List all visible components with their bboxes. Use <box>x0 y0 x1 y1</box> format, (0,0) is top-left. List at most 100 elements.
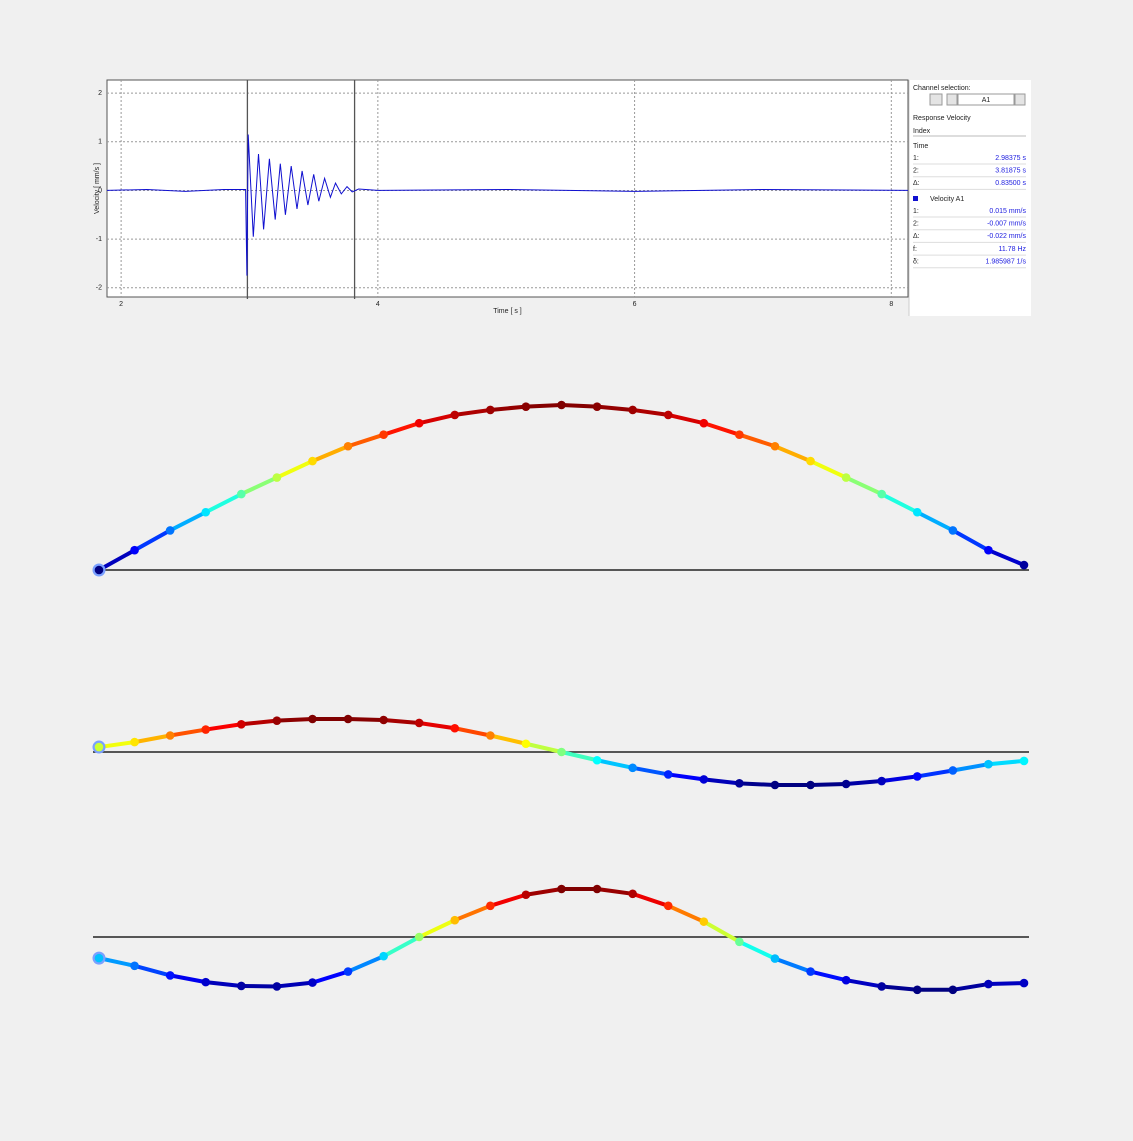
node <box>414 932 424 942</box>
pin-button[interactable] <box>929 93 943 106</box>
node <box>1019 560 1029 570</box>
node <box>663 901 673 911</box>
mode-segment <box>132 528 173 553</box>
node <box>486 405 495 415</box>
node <box>308 456 317 466</box>
mode-segment <box>168 973 208 985</box>
mode-segment <box>986 548 1026 568</box>
mode-segment <box>132 963 173 978</box>
row-label: Δ: <box>913 233 920 240</box>
mode-segment <box>808 459 849 480</box>
node <box>841 473 851 482</box>
node <box>770 441 780 451</box>
mode-segment <box>203 980 244 988</box>
node <box>912 772 922 781</box>
mode-segment <box>595 404 635 412</box>
x-tick-label: 8 <box>889 301 893 308</box>
mode-segment <box>737 939 777 961</box>
mode-segment <box>97 548 137 572</box>
node <box>165 971 175 980</box>
mode-segment <box>452 726 493 738</box>
mode-segment <box>132 733 173 745</box>
node <box>984 545 993 555</box>
mode-segment <box>595 887 635 896</box>
node <box>379 715 388 725</box>
row-label: 2: <box>913 221 919 228</box>
node <box>948 766 958 775</box>
y-axis-label: Velocity [ mm/s ] <box>94 163 101 214</box>
node <box>735 779 744 788</box>
node <box>379 430 388 440</box>
mode-segment <box>168 510 208 533</box>
node <box>592 402 602 411</box>
node <box>308 714 317 724</box>
mode-segment <box>559 403 600 409</box>
mode-segment <box>346 954 386 974</box>
mode-segment <box>986 981 1026 987</box>
node <box>1019 756 1029 766</box>
node <box>201 507 211 517</box>
node <box>272 473 282 482</box>
node <box>343 441 353 451</box>
node <box>165 731 175 740</box>
mode-segment <box>417 412 457 426</box>
mode-segment <box>879 774 920 784</box>
node <box>343 714 353 724</box>
y-tick-label: 2 <box>98 90 102 97</box>
mode-segment <box>630 891 671 908</box>
x-axis-label: Time [ s ] <box>493 308 522 315</box>
node <box>94 565 104 575</box>
node <box>521 739 531 749</box>
row-value: 0.015 mm/s <box>989 208 1026 215</box>
mode-segment <box>666 903 706 924</box>
node <box>877 982 886 991</box>
channel-label: Channel selection: <box>913 85 971 92</box>
mode-segment <box>737 432 777 449</box>
channel-value: A1 <box>982 97 991 104</box>
node <box>557 400 566 410</box>
node <box>984 759 993 769</box>
x-tick-label: 6 <box>633 301 637 308</box>
node <box>770 954 780 963</box>
channel-dropdown[interactable] <box>957 93 1015 106</box>
mode-segment <box>239 718 279 727</box>
node <box>237 981 246 991</box>
row-value: 0.83500 s <box>995 180 1026 187</box>
node <box>272 982 282 991</box>
node <box>806 456 815 466</box>
plot-area <box>106 79 909 298</box>
node <box>877 489 886 499</box>
row-value: 3.81875 s <box>995 168 1026 175</box>
node <box>521 890 531 900</box>
node <box>663 410 673 420</box>
mode-segment <box>274 980 315 989</box>
mode-segment <box>666 412 706 426</box>
response-label: Response Velocity <box>913 115 971 122</box>
node <box>94 953 104 963</box>
mode-segment <box>630 765 671 777</box>
mode-segment <box>701 919 742 944</box>
node <box>237 719 246 729</box>
mode-segment <box>630 407 671 417</box>
row-value: 1.985987 1/s <box>986 259 1027 266</box>
row-label: 1: <box>913 155 919 162</box>
row-label: Δ: <box>913 180 920 187</box>
row-value: -0.007 mm/s <box>987 221 1026 228</box>
mode-segment <box>310 444 351 464</box>
mode-segment <box>452 903 493 923</box>
prev-button[interactable] <box>946 93 958 106</box>
node <box>486 901 495 911</box>
node <box>450 915 460 925</box>
node <box>130 545 139 555</box>
mode-segment <box>666 772 706 782</box>
mode-segment <box>844 978 884 989</box>
next-button[interactable] <box>1014 93 1026 106</box>
row-value: 2.98375 s <box>995 155 1026 162</box>
mode-segment <box>523 403 564 409</box>
x-tick-label: 2 <box>119 301 123 308</box>
mode-segment <box>701 777 742 786</box>
mode-segment <box>772 444 813 464</box>
side-panel <box>909 80 1031 316</box>
node <box>1019 978 1029 988</box>
